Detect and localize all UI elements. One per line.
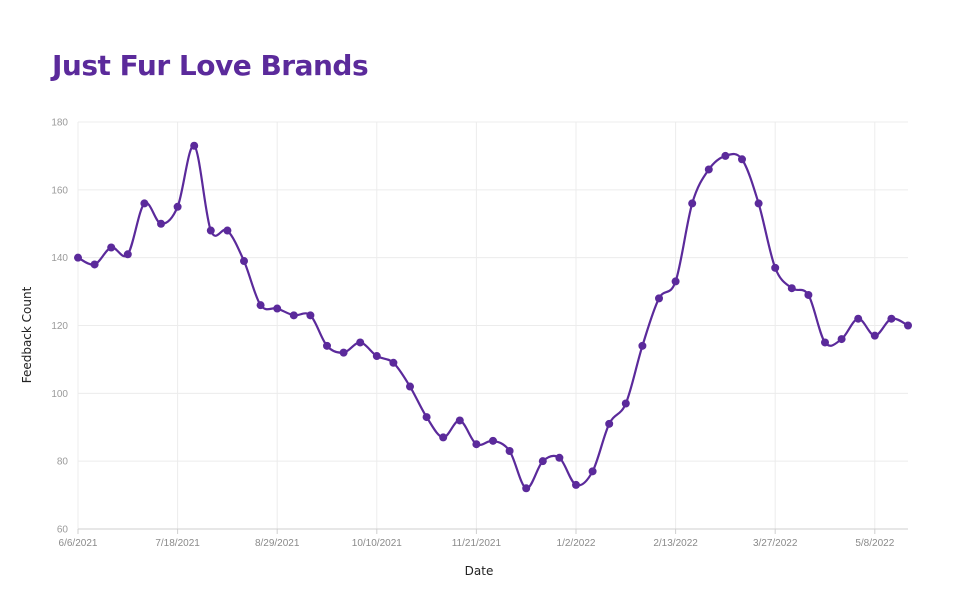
- y-tick-label: 60: [57, 525, 69, 536]
- data-point: [173, 202, 182, 211]
- data-point: [854, 314, 863, 323]
- data-point: [837, 335, 846, 344]
- data-point: [240, 257, 248, 266]
- data-point: [538, 457, 547, 466]
- x-tick-label: 8/29/2021: [255, 538, 300, 549]
- y-axis-ticks: 60 80 100 120 140 160 180: [51, 118, 68, 536]
- data-points: [74, 141, 912, 493]
- data-point: [821, 338, 829, 347]
- data-point: [256, 301, 265, 310]
- data-point: [555, 453, 564, 462]
- y-tick-label: 140: [51, 253, 68, 264]
- data-point: [422, 413, 431, 422]
- y-tick-label: 80: [57, 457, 69, 468]
- x-axis-label: Date: [465, 564, 494, 578]
- data-point: [505, 446, 514, 455]
- x-tick-label: 11/21/2021: [452, 538, 502, 549]
- data-point: [289, 311, 298, 320]
- x-tick-label: 2/13/2022: [653, 538, 698, 549]
- data-point: [455, 416, 464, 425]
- chart-title: Just Fur Love Brands: [52, 49, 369, 82]
- data-point: [704, 165, 713, 174]
- y-tick-label: 100: [51, 389, 68, 400]
- data-point: [190, 141, 199, 150]
- data-point: [588, 467, 597, 476]
- y-axis-label: Feedback Count: [20, 286, 34, 383]
- x-tick-label: 7/18/2021: [155, 538, 200, 549]
- data-point: [489, 436, 497, 445]
- data-point: [638, 341, 647, 350]
- x-tick-label: 3/27/2022: [753, 538, 798, 549]
- data-point: [356, 338, 365, 347]
- data-point: [107, 243, 116, 252]
- x-tick-label: 10/10/2021: [352, 538, 402, 549]
- data-point: [306, 311, 315, 320]
- data-point: [621, 399, 630, 408]
- data-point: [223, 226, 232, 235]
- x-tick-label: 5/8/2022: [855, 538, 894, 549]
- x-tick-label: 1/2/2022: [557, 538, 596, 549]
- y-tick-label: 160: [51, 185, 68, 196]
- data-point: [206, 226, 215, 235]
- data-point: [406, 382, 414, 391]
- grid-lines: [77, 121, 908, 530]
- x-axis-ticks: 6/6/2021 7/18/2021 8/29/2021 10/10/2021 11/2…: [59, 529, 895, 549]
- data-point: [273, 304, 282, 313]
- data-point: [439, 433, 448, 442]
- data-point: [870, 331, 879, 340]
- data-point: [90, 260, 99, 269]
- data-point: [688, 199, 697, 208]
- data-point: [887, 314, 896, 323]
- data-point: [140, 199, 149, 208]
- data-point: [472, 440, 481, 449]
- data-point: [904, 321, 912, 330]
- data-point: [123, 250, 132, 259]
- data-point: [804, 290, 813, 299]
- data-point: [157, 219, 165, 228]
- data-point: [771, 263, 780, 272]
- data-point: [655, 294, 663, 303]
- data-point: [522, 484, 531, 493]
- x-tick-label: 6/6/2021: [59, 538, 98, 549]
- data-point: [339, 348, 348, 357]
- data-point: [605, 419, 614, 428]
- data-point: [721, 151, 730, 160]
- data-point: [754, 199, 763, 208]
- data-point: [738, 155, 746, 164]
- y-tick-label: 120: [51, 321, 68, 332]
- data-point: [572, 480, 580, 489]
- data-point: [787, 284, 796, 293]
- data-point: [671, 277, 680, 286]
- data-point: [323, 341, 331, 350]
- data-point: [372, 352, 381, 361]
- y-tick-label: 180: [51, 118, 68, 129]
- data-point: [74, 253, 82, 262]
- data-point: [389, 358, 398, 367]
